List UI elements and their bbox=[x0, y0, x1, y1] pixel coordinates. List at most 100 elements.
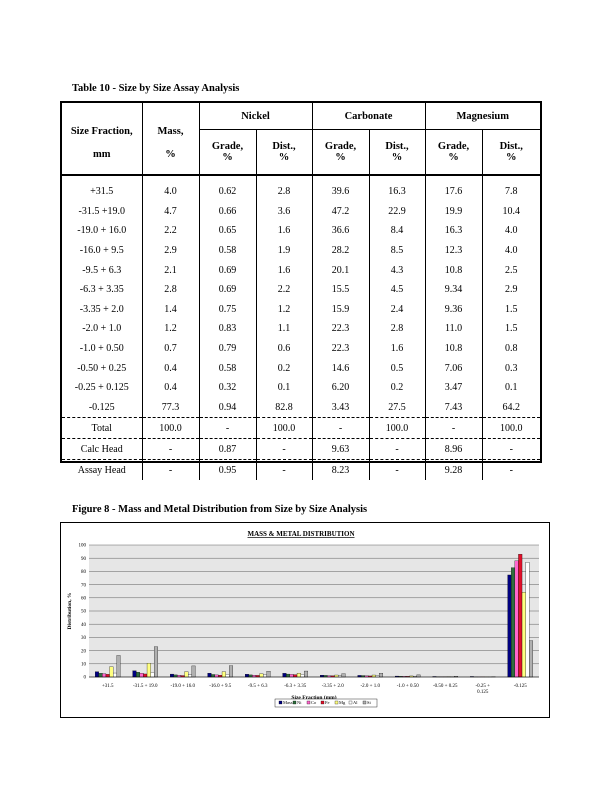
summary-value-cell: 100.0 bbox=[255, 417, 313, 439]
size-fraction-cell: -6.3 + 3.35 bbox=[79, 284, 124, 296]
bar-al bbox=[525, 562, 530, 678]
y-axis-title: Distribution, % bbox=[67, 593, 73, 630]
bar-co bbox=[139, 673, 144, 678]
value-cell: 10.8 bbox=[424, 338, 483, 359]
value-cell: 0.1 bbox=[481, 377, 541, 398]
legend-swatch-co bbox=[306, 700, 311, 705]
value-cell: 2.2 bbox=[255, 279, 313, 300]
table-row: -6.3 + 3.35 2.8 0.69 2.2 15.5 4.5 9.34 2.9 bbox=[62, 279, 541, 300]
summary-value-cell: 0.87 bbox=[198, 438, 256, 460]
table-row: -31.5 +19.0 4.7 0.66 3.6 47.2 22.9 19.9 10.4 bbox=[62, 201, 541, 222]
summary-value-cell: 8.23 bbox=[311, 459, 370, 481]
dist-unit-label: % bbox=[278, 152, 290, 163]
value-cell: 8.5 bbox=[368, 240, 426, 261]
value-cell: 0.2 bbox=[368, 377, 426, 398]
legend-swatch-ni bbox=[292, 700, 297, 705]
summary-value-cell: - bbox=[141, 438, 199, 460]
bar-si bbox=[154, 646, 158, 678]
bar-al bbox=[225, 674, 230, 678]
size-fraction-header: Size Fraction, mm bbox=[62, 103, 142, 176]
bar-al bbox=[150, 672, 155, 678]
nickel-grade-header: Grade,% bbox=[198, 129, 256, 176]
dist-label: Dist., bbox=[272, 141, 296, 152]
chart-title: MASS & METAL DISTRIBUTION bbox=[247, 530, 354, 538]
value-cell: 0.6 bbox=[255, 338, 313, 359]
summary-row: Calc Head -0.87-9.63-8.96- bbox=[62, 438, 541, 460]
value-cell: 15.9 bbox=[311, 299, 370, 320]
size-unit-label: mm bbox=[93, 148, 111, 160]
value-cell: 28.2 bbox=[311, 240, 370, 261]
x-tick-label: -1.0 + 0.50 bbox=[397, 684, 419, 689]
bar-co bbox=[289, 674, 294, 678]
grade-label: Grade, bbox=[324, 141, 357, 152]
value-cell: 0.83 bbox=[198, 319, 256, 339]
bar-si bbox=[341, 673, 346, 678]
y-tick-label: 30 bbox=[81, 636, 87, 641]
value-cell: 39.6 bbox=[311, 175, 370, 202]
bar-mass bbox=[507, 574, 512, 678]
value-cell: 0.4 bbox=[141, 358, 199, 378]
table-row: -3.35 + 2.0 1.4 0.75 1.2 15.9 2.4 9.36 1.5 bbox=[62, 299, 541, 320]
bar-mg bbox=[259, 673, 264, 678]
bar-ni bbox=[511, 567, 515, 678]
dist-label: Dist., bbox=[385, 141, 409, 152]
magnesium-dist-header: Dist.,% bbox=[481, 129, 541, 176]
x-tick-label: -0.50 + 0.25 bbox=[433, 684, 458, 689]
x-axis-title: Size Fraction (mm) bbox=[291, 694, 336, 701]
value-cell: 22.9 bbox=[368, 201, 426, 222]
grade-label: Grade, bbox=[211, 141, 244, 152]
dist-label: Dist., bbox=[499, 141, 523, 152]
bar-si bbox=[191, 665, 196, 678]
summary-value-cell: - bbox=[481, 459, 541, 481]
magnesium-group-header: Magnesium bbox=[424, 103, 541, 130]
size-fraction-cell: -9.5 + 6.3 bbox=[82, 264, 122, 276]
bar-mg bbox=[109, 666, 114, 678]
summary-value-cell: 0.95 bbox=[198, 459, 256, 481]
bar-mg bbox=[184, 671, 189, 678]
value-cell: 11.0 bbox=[424, 319, 483, 339]
bar-mg bbox=[521, 592, 526, 678]
size-fraction-cell: -2.0 + 1.0 bbox=[82, 323, 122, 335]
bar-al bbox=[113, 672, 117, 678]
value-cell: 16.3 bbox=[424, 221, 483, 241]
legend-label: Co bbox=[311, 700, 317, 705]
value-cell: 16.3 bbox=[368, 175, 426, 202]
size-fraction-cell: -0.50 + 0.25 bbox=[77, 362, 127, 374]
legend-label: Mass bbox=[283, 700, 293, 705]
bar-ni bbox=[173, 674, 178, 678]
bar-si bbox=[116, 655, 121, 678]
value-cell: 22.3 bbox=[311, 319, 370, 339]
summary-value-cell: - bbox=[141, 459, 199, 481]
bar-ni bbox=[98, 673, 103, 678]
value-cell: 1.6 bbox=[255, 260, 313, 280]
table-row: -0.50 + 0.25 0.4 0.58 0.2 14.6 0.5 7.06 0.3 bbox=[62, 358, 541, 378]
value-cell: 0.79 bbox=[198, 338, 256, 359]
carbonate-dist-header: Dist.,% bbox=[368, 129, 426, 176]
legend-swatch-si bbox=[362, 700, 367, 705]
size-fraction-cell: -1.0 + 0.50 bbox=[79, 343, 124, 355]
bar-si bbox=[229, 665, 233, 678]
summary-value-cell: - bbox=[255, 459, 313, 481]
value-cell: 10.8 bbox=[424, 260, 483, 280]
table-row: -0.25 + 0.125 0.4 0.32 0.1 6.20 0.2 3.47 0.1 bbox=[62, 377, 541, 398]
value-cell: 1.6 bbox=[255, 221, 313, 241]
y-tick-label: 50 bbox=[81, 610, 87, 615]
nickel-group-header: Nickel bbox=[198, 103, 313, 130]
bar-mass bbox=[132, 670, 137, 678]
x-tick-label: -0.25 +0.125 bbox=[476, 684, 491, 695]
value-cell: 6.20 bbox=[311, 377, 370, 398]
grid-lines bbox=[89, 544, 539, 678]
value-cell: 8.4 bbox=[368, 221, 426, 241]
value-cell: 3.43 bbox=[311, 397, 370, 418]
table-caption: Table 10 - Size by Size Assay Analysis bbox=[72, 83, 240, 94]
y-tick-labels: 0 10 20 30 40 50 60 70 80 90 100 bbox=[79, 544, 87, 681]
value-cell: 0.7 bbox=[141, 338, 199, 359]
summary-value-cell: - bbox=[368, 459, 426, 481]
y-tick-label: 40 bbox=[81, 623, 87, 628]
value-cell: 3.6 bbox=[255, 201, 313, 222]
bar-ni bbox=[248, 674, 253, 678]
value-cell: 2.9 bbox=[481, 279, 541, 300]
x-tick-label: -9.5 + 6.3 bbox=[248, 684, 268, 689]
value-cell: 7.06 bbox=[424, 358, 483, 378]
assay-table: Size Fraction, mm Mass, % Nickel Carbona… bbox=[62, 103, 541, 481]
